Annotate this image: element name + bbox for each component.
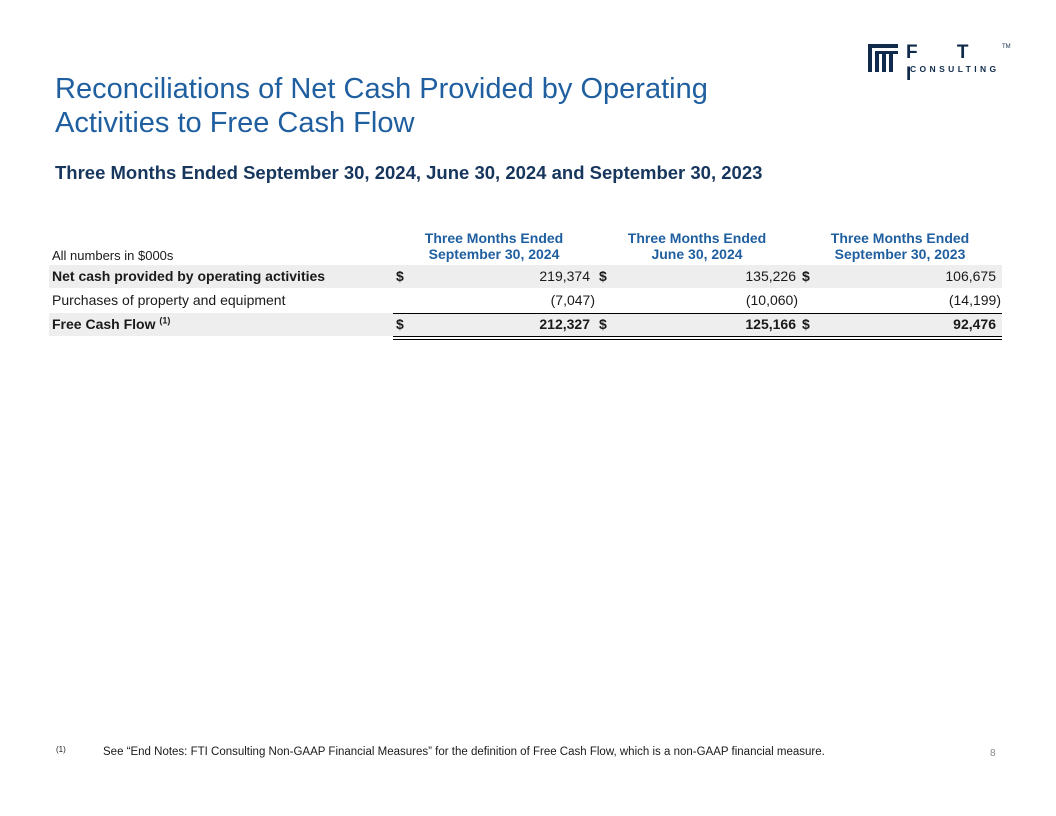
logo-subtext: CONSULTING xyxy=(910,64,1000,74)
currency-symbol: $ xyxy=(396,316,404,332)
subtotal-rule xyxy=(393,313,1002,314)
fti-logo: F T I TM CONSULTING xyxy=(868,42,1011,85)
column-header-sep-2024: Three Months Ended September 30, 2024 xyxy=(394,230,594,262)
column-header-line2: September 30, 2023 xyxy=(834,246,966,262)
cell-value: 212,327 xyxy=(539,316,590,332)
currency-symbol: $ xyxy=(599,316,607,332)
logo-text: F T I xyxy=(906,42,986,85)
column-header-line1: Three Months Ended xyxy=(627,230,767,246)
fti-logo-mark-icon xyxy=(868,44,898,72)
units-note: All numbers in $000s xyxy=(52,248,174,263)
cell-value: 125,166 xyxy=(745,316,796,332)
cell-value: 219,374 xyxy=(539,268,590,284)
cell-value: (10,060) xyxy=(745,292,798,308)
footnote-marker: (1) xyxy=(56,745,66,754)
currency-symbol: $ xyxy=(802,268,810,284)
column-header-line2: June 30, 2024 xyxy=(651,246,743,262)
cell-value: (7,047) xyxy=(550,292,595,308)
column-header-sep-2023: Three Months Ended September 30, 2023 xyxy=(800,230,1000,262)
column-header-line1: Three Months Ended xyxy=(830,230,970,246)
table-row-net-cash: Net cash provided by operating activitie… xyxy=(49,265,1002,288)
table-row-purchases: Purchases of property and equipment (7,0… xyxy=(49,289,1002,312)
footnote-text: See “End Notes: FTI Consulting Non-GAAP … xyxy=(103,746,825,758)
cell-value: 106,675 xyxy=(945,268,996,284)
row-label-text: Free Cash Flow xyxy=(52,316,156,332)
row-label: Net cash provided by operating activitie… xyxy=(52,268,326,284)
currency-symbol: $ xyxy=(396,268,404,284)
footnote-ref: (1) xyxy=(159,315,171,326)
page-number: 8 xyxy=(990,748,996,759)
row-label: Purchases of property and equipment xyxy=(52,292,286,308)
page-title-line1: Reconciliations of Net Cash Provided by … xyxy=(55,73,708,105)
cell-value: (14,199) xyxy=(948,292,1001,308)
logo-trademark: TM xyxy=(1002,44,1011,50)
page-title: Reconciliations of Net Cash Provided by … xyxy=(55,72,815,140)
page-title-line2: Activities to Free Cash Flow xyxy=(55,107,415,139)
double-rule-bottom xyxy=(393,339,1002,340)
currency-symbol: $ xyxy=(802,316,810,332)
cell-value: 135,226 xyxy=(745,268,796,284)
currency-symbol: $ xyxy=(599,268,607,284)
row-label: Free Cash Flow (1) xyxy=(52,316,170,332)
column-header-line2: September 30, 2024 xyxy=(428,246,560,262)
cell-value: 92,476 xyxy=(953,316,996,332)
table-row-free-cash-flow: Free Cash Flow (1) $ 212,327 $ 125,166 $… xyxy=(49,313,1002,336)
page-subtitle: Three Months Ended September 30, 2024, J… xyxy=(55,162,763,183)
column-header-line1: Three Months Ended xyxy=(424,230,564,246)
column-header-jun-2024: Three Months Ended June 30, 2024 xyxy=(597,230,797,262)
double-rule-top xyxy=(393,336,1002,337)
